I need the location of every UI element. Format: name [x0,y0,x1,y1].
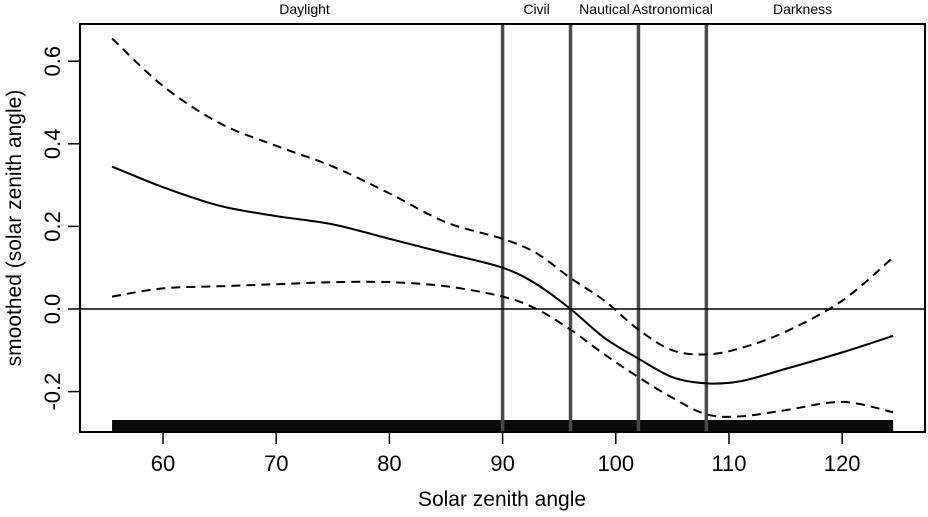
lower-ci-line [111,280,894,418]
x-axis-label: Solar zenith angle [418,488,586,511]
y-tick-label: 0.6 [40,46,65,77]
phase-boundary-lines [500,24,709,432]
phase-label: Nautical [579,1,630,17]
y-tick-label: -0.2 [40,373,65,411]
x-tick-label: 90 [490,451,514,476]
phase-labels: Daylight Civil Nautical Astronomical Darknes… [279,1,832,17]
x-tick-label: 100 [597,451,634,476]
upper-ci-line [111,37,894,356]
phase-label: Darkness [773,1,832,17]
y-axis-label: smoothed (solar zenith angle) [3,90,26,367]
series-layer [111,37,894,418]
x-axis: 60 70 80 90 100 110 120 [151,432,861,476]
x-tick-label: 110 [711,451,746,476]
y-tick-label: 0.2 [40,211,65,242]
phase-label: Civil [523,1,549,17]
y-tick-label: 0.0 [40,294,65,325]
y-tick-label: 0.4 [40,129,65,160]
x-tick-label: 60 [151,451,175,476]
phase-label: Astronomical [632,1,713,17]
smooth-line [111,165,894,385]
x-tick-label: 80 [377,451,401,476]
x-tick-label: 120 [824,451,861,476]
y-axis: -0.2 0.0 0.2 0.4 0.6 [40,46,80,411]
phase-label: Daylight [279,1,330,17]
x-tick-label: 70 [264,451,288,476]
